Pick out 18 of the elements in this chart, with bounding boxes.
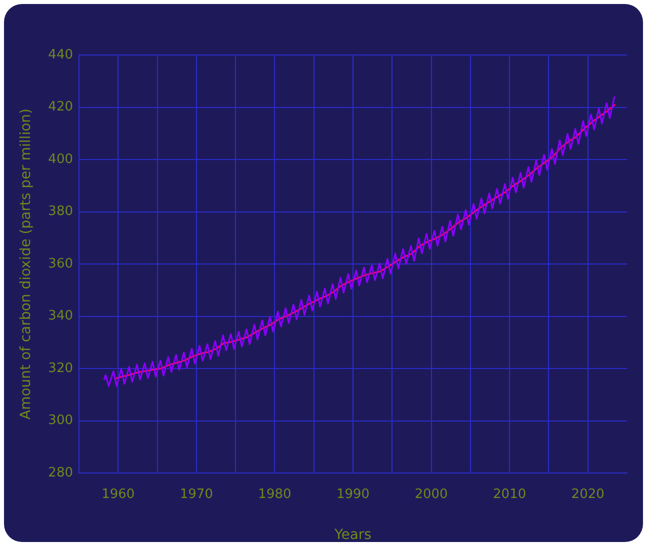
y-tick-label: 360 <box>48 256 73 272</box>
y-tick-label: 400 <box>48 152 73 167</box>
y-tick-label: 280 <box>48 465 73 480</box>
x-tick-label: 1960 <box>102 487 135 502</box>
y-tick-label: 440 <box>48 47 73 62</box>
y-tick-label: 420 <box>48 100 73 115</box>
x-tick-label: 2010 <box>493 487 526 502</box>
x-tick-label: 2000 <box>414 487 448 502</box>
x-axis-title: Years <box>334 527 372 544</box>
y-tick-label: 320 <box>48 360 73 376</box>
x-tick-label: 2020 <box>571 487 604 502</box>
x-tick-label: 1970 <box>180 487 213 502</box>
y-tick-label: 340 <box>48 308 73 324</box>
y-axis-title: Amount of carbon dioxide (parts per million) <box>18 108 34 420</box>
x-tick-label: 1990 <box>336 487 370 502</box>
y-tick-label: 300 <box>48 413 73 428</box>
x-tick-label: 1980 <box>258 487 292 502</box>
y-tick-label: 380 <box>48 204 73 220</box>
